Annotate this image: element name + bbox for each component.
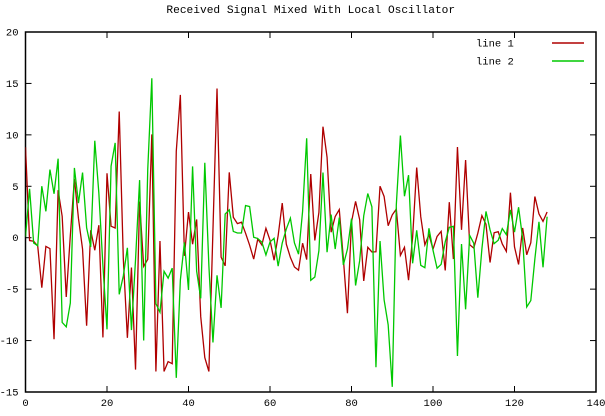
svg-text:-15: -15 [0, 388, 19, 400]
svg-text:line 2: line 2 [476, 57, 514, 69]
svg-text:40: 40 [182, 398, 195, 410]
svg-text:Received Signal Mixed With Loc: Received Signal Mixed With Local Oscilla… [166, 5, 455, 17]
svg-text:line 1: line 1 [476, 39, 514, 51]
svg-text:0: 0 [22, 398, 28, 410]
svg-text:20: 20 [6, 28, 19, 40]
svg-text:5: 5 [12, 182, 18, 194]
svg-text:120: 120 [505, 398, 524, 410]
svg-text:80: 80 [345, 398, 358, 410]
svg-text:100: 100 [424, 398, 443, 410]
svg-text:10: 10 [6, 130, 19, 142]
svg-text:60: 60 [264, 398, 277, 410]
svg-text:15: 15 [6, 79, 19, 91]
svg-text:0: 0 [12, 233, 18, 245]
svg-text:140: 140 [587, 398, 605, 410]
svg-text:20: 20 [101, 398, 114, 410]
svg-text:-10: -10 [0, 336, 19, 348]
svg-text:-5: -5 [6, 285, 19, 297]
